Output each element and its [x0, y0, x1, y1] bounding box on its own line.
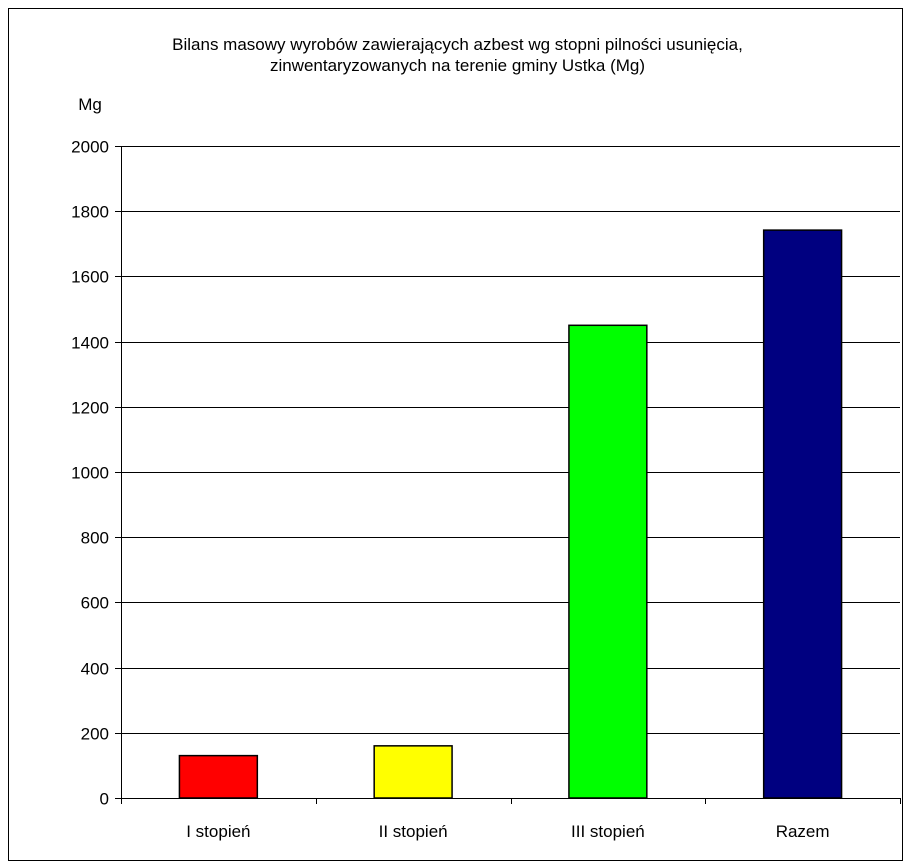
y-tick-label: 0 — [100, 790, 109, 809]
y-tick-labels: 0 200 400 600 800 1000 1200 1400 1600 1800 2000 — [71, 138, 109, 809]
y-axis-label: Mg — [78, 95, 102, 114]
y-tick-label: 1200 — [71, 399, 109, 418]
bar-3 — [568, 324, 648, 799]
axes — [115, 146, 901, 804]
chart-title: Bilans masowy wyrobów zawierających azbe… — [0, 34, 905, 76]
bar-4 — [762, 229, 843, 799]
chart-frame — [8, 8, 903, 861]
y-tick-label: 1000 — [71, 464, 109, 483]
chart-title-line-1: Bilans masowy wyrobów zawierających azbe… — [172, 35, 743, 54]
x-tick-label: I stopień — [186, 822, 250, 841]
x-tick-label: II stopień — [379, 822, 448, 841]
chart-title-line-2: zinwentaryzowanych na terenie gminy Ustk… — [269, 56, 646, 75]
x-tick-label: Razem — [776, 822, 830, 841]
y-tick-label: 600 — [81, 594, 109, 613]
y-tick-label: 400 — [81, 660, 109, 679]
y-tick-label: 2000 — [71, 138, 109, 157]
y-tick-label: 1600 — [71, 268, 109, 287]
bars — [178, 229, 843, 799]
y-tick-label: 800 — [81, 529, 109, 548]
x-tick-label: III stopień — [571, 822, 645, 841]
y-tick-label: 200 — [81, 725, 109, 744]
y-tick-label: 1400 — [71, 334, 109, 353]
bar-2 — [373, 745, 453, 799]
bar-1 — [178, 754, 259, 799]
x-tick-labels: I stopień II stopień III stopień Razem — [186, 822, 829, 841]
y-tick-label: 1800 — [71, 203, 109, 222]
